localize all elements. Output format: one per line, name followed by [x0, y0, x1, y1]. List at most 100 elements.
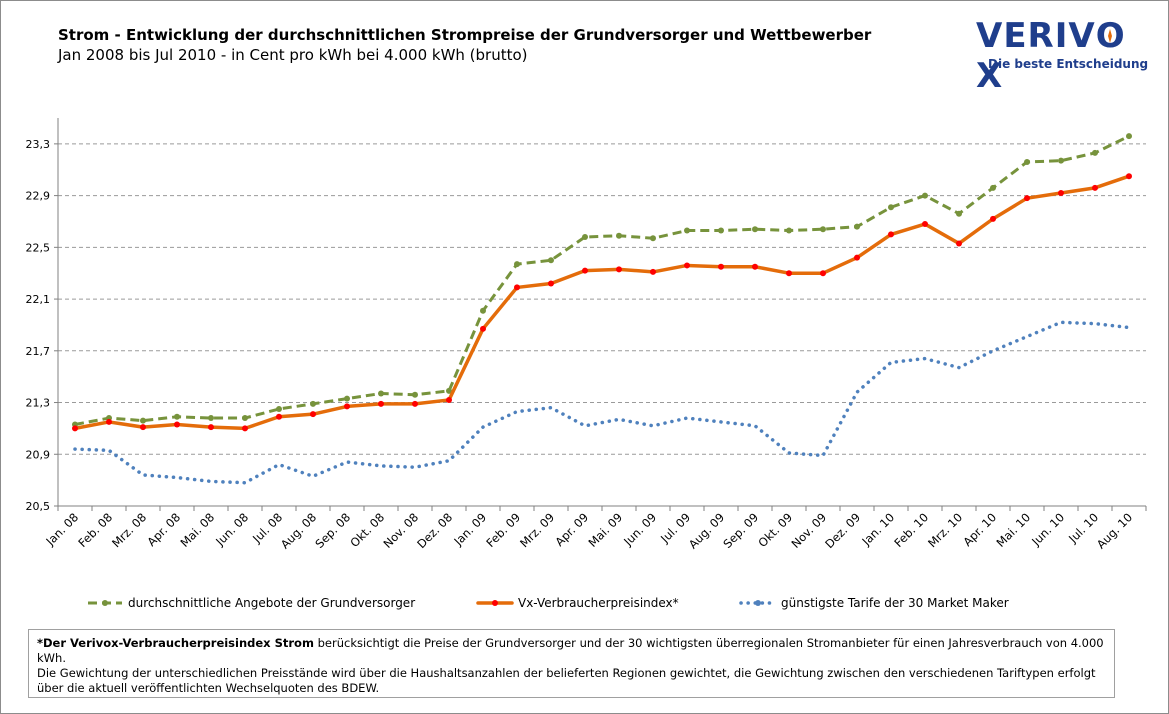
- data-point: [684, 227, 690, 234]
- x-tick-label: Dez. 09: [822, 510, 863, 551]
- logo-wordmark: VERIVOX: [976, 16, 1142, 96]
- data-point: [1024, 158, 1030, 165]
- x-tick-label: Mrz. 10: [925, 510, 965, 550]
- data-point: [718, 227, 724, 234]
- legend-marker-1: [492, 600, 498, 606]
- data-point: [242, 415, 248, 422]
- verivox-logo: VERIVOX Die beste Entscheidung: [972, 16, 1148, 96]
- data-point: [922, 192, 928, 199]
- data-point: [276, 406, 282, 412]
- x-tick-label: Apr. 09: [552, 510, 591, 549]
- chart-subtitle: Jan 2008 bis Jul 2010 - in Cent pro kWh …: [58, 46, 528, 64]
- legend-marker-2: [755, 600, 761, 606]
- x-tick-label: Sep. 08: [312, 510, 353, 551]
- series-line-0: [74, 134, 1130, 426]
- x-tick-label: Apr. 10: [960, 510, 999, 549]
- x-tick-label: Aug. 09: [686, 510, 727, 551]
- logo-tagline: Die beste Entscheidung: [988, 57, 1149, 71]
- data-point: [990, 215, 996, 222]
- data-point: [1092, 184, 1098, 191]
- x-tick-label: Mai. 08: [177, 510, 217, 550]
- data-point: [548, 280, 554, 287]
- data-point: [616, 266, 622, 273]
- footnote-text-1: berücksichtigt die Preise der Grundverso…: [37, 636, 1104, 665]
- data-point: [548, 257, 554, 264]
- x-tick-label: Feb. 10: [891, 510, 931, 550]
- data-point: [752, 226, 758, 233]
- data-point: [276, 413, 282, 420]
- x-tick-label: Feb. 09: [483, 510, 523, 550]
- data-point: [582, 233, 588, 240]
- y-tick-label: 21,3: [26, 397, 51, 410]
- y-tick-label: 22,9: [26, 190, 51, 203]
- x-tick-label: Aug. 10: [1094, 510, 1135, 551]
- footnote-bold: *Der Verivox-Verbraucherpreisindex Strom: [37, 636, 314, 650]
- x-tick-label: Mai. 09: [585, 510, 625, 550]
- data-point: [378, 390, 384, 397]
- data-point: [446, 387, 452, 394]
- data-point: [786, 270, 792, 277]
- data-point: [956, 210, 962, 217]
- data-point: [344, 395, 350, 402]
- legend: [88, 600, 777, 606]
- data-point: [888, 231, 894, 238]
- data-point: [616, 232, 622, 239]
- series-layer: [72, 133, 1132, 485]
- data-point: [514, 261, 520, 268]
- x-tick-label: Jan. 08: [42, 510, 81, 549]
- series-line-2: [73, 320, 1131, 485]
- data-point: [140, 424, 146, 431]
- compass-icon: [1107, 29, 1112, 43]
- data-point: [582, 267, 588, 274]
- data-point: [956, 240, 962, 247]
- data-point: [1058, 157, 1064, 164]
- x-tick-label: Apr. 08: [144, 510, 183, 549]
- footnote-paragraph-2: Die Gewichtung der unterschiedlichen Pre…: [37, 666, 1096, 695]
- gridlines: [58, 143, 1146, 455]
- data-point: [1126, 133, 1132, 140]
- data-point: [310, 400, 316, 407]
- x-tick-label: Jan. 10: [858, 510, 897, 549]
- data-point: [854, 254, 860, 261]
- data-point: [684, 262, 690, 269]
- x-tick-label: Dez. 08: [414, 510, 455, 551]
- data-point: [1058, 190, 1064, 197]
- data-point: [514, 284, 520, 291]
- x-tick-label: Okt. 08: [347, 510, 387, 550]
- data-point: [378, 400, 384, 407]
- data-point: [650, 235, 656, 242]
- data-point: [344, 403, 350, 410]
- data-point: [854, 223, 860, 230]
- x-tick-label: Feb. 08: [75, 510, 115, 550]
- data-point: [718, 263, 724, 270]
- y-axis-ticks: 20,5 20,9 21,3 21,7 22,1 22,5 22,9 23,3: [26, 138, 58, 513]
- y-tick-label: 20,5: [26, 500, 51, 513]
- x-tick-label: Mrz. 09: [517, 510, 557, 550]
- data-point: [820, 226, 826, 233]
- data-point: [446, 396, 452, 403]
- x-tick-label: Jan. 09: [450, 510, 489, 549]
- data-point: [820, 270, 826, 277]
- x-tick-label: Mrz. 08: [109, 510, 149, 550]
- y-tick-label: 21,7: [26, 345, 51, 358]
- data-point: [752, 263, 758, 270]
- x-tick-label: Sep. 09: [720, 510, 761, 551]
- chart-title: Strom - Entwicklung der durchschnittlich…: [58, 26, 872, 44]
- data-point: [310, 411, 316, 418]
- x-tick-label: Okt. 09: [755, 510, 795, 550]
- y-tick-label: 22,5: [26, 241, 51, 254]
- data-point: [242, 425, 248, 432]
- data-point: [140, 417, 146, 424]
- y-tick-label: 20,9: [26, 448, 51, 461]
- data-point: [786, 227, 792, 234]
- data-point: [174, 421, 180, 428]
- x-tick-label: Nov. 08: [380, 510, 421, 551]
- series-line-1: [73, 174, 1131, 431]
- data-point: [106, 418, 112, 425]
- data-point: [1024, 195, 1030, 202]
- data-point: [650, 268, 656, 275]
- y-tick-label: 22,1: [26, 293, 51, 306]
- data-point: [1126, 173, 1132, 180]
- legend-marker-0: [102, 600, 108, 606]
